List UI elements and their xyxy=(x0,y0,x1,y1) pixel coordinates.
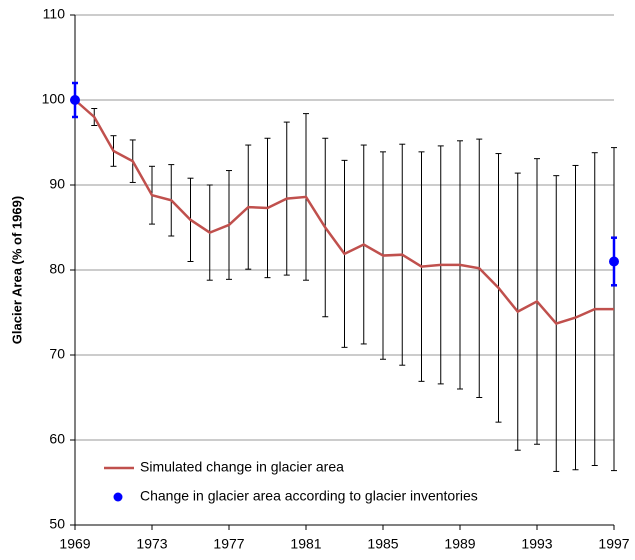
x-tick-label: 1993 xyxy=(521,536,552,552)
y-tick-label: 50 xyxy=(49,516,65,532)
x-tick-label: 1977 xyxy=(213,536,244,552)
y-tick-label: 100 xyxy=(42,91,66,107)
x-tick-label: 1989 xyxy=(444,536,475,552)
y-axis-label: Glacier Area (% of 1969) xyxy=(9,196,24,344)
y-tick-label: 110 xyxy=(43,6,66,22)
x-tick-label: 1985 xyxy=(367,536,398,552)
x-tick-label: 1973 xyxy=(136,536,167,552)
series-line xyxy=(74,99,614,325)
x-tick-label: 1969 xyxy=(59,536,90,552)
legend-label: Change in glacier area according to glac… xyxy=(140,488,478,504)
y-tick-label: 60 xyxy=(49,431,65,447)
y-tick-label: 70 xyxy=(49,346,65,362)
y-tick-label: 80 xyxy=(49,261,65,277)
x-tick-label: 1981 xyxy=(290,536,321,552)
legend-label: Simulated change in glacier area xyxy=(140,459,344,475)
y-tick-label: 90 xyxy=(49,176,65,192)
point xyxy=(609,256,619,267)
point xyxy=(70,95,80,105)
x-tick-label: 1997 xyxy=(598,536,629,552)
legend-marker xyxy=(113,492,123,502)
